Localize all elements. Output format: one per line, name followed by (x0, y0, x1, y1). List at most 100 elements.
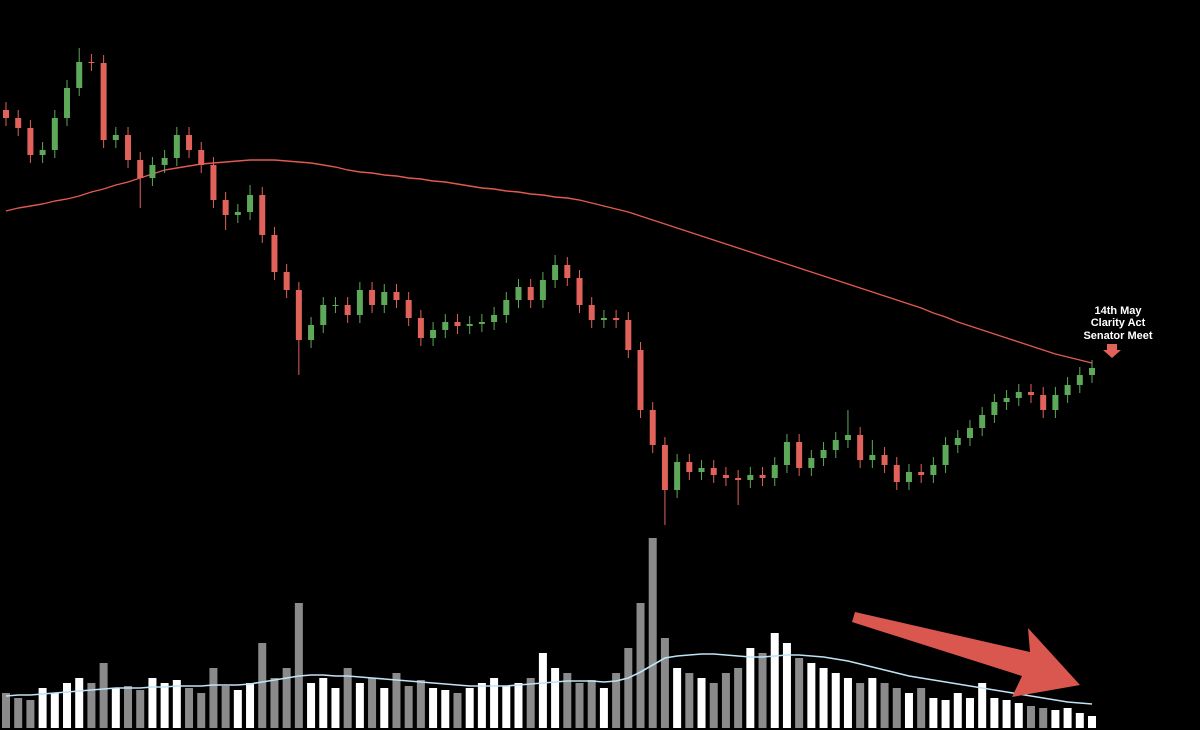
candle-body (527, 287, 534, 300)
candle-body (76, 62, 83, 88)
volume-bar (990, 698, 999, 728)
volume-bar (26, 700, 35, 728)
volume-bar (111, 688, 120, 728)
candle-body (186, 135, 193, 150)
candle-body (613, 318, 620, 320)
trend-arrow (852, 612, 1080, 697)
candle-body (1064, 385, 1071, 395)
volume-bar (1002, 700, 1011, 728)
volume-bar (246, 683, 255, 728)
volume-bar (477, 683, 486, 728)
candle-body (332, 305, 339, 306)
candle-body (966, 428, 973, 438)
volume-bar (453, 693, 462, 728)
candle-body (51, 118, 58, 150)
volume-bar (14, 698, 23, 728)
volume-bar (343, 668, 352, 728)
volume-bar (917, 688, 926, 728)
candle-body (844, 435, 851, 440)
volume-bar (1039, 708, 1048, 728)
candle-body (381, 292, 388, 305)
volume-bar (709, 683, 718, 728)
candle-body (674, 462, 681, 490)
candle-body (417, 318, 424, 338)
volume-bar (1063, 708, 1072, 728)
volume-bar (441, 690, 450, 728)
volume-bar (38, 688, 47, 728)
candle-body (100, 63, 107, 140)
candle-body (625, 320, 632, 350)
volume-bar (1026, 706, 1035, 728)
candle-body (661, 445, 668, 490)
volume-bar (819, 668, 828, 728)
candle-body (161, 158, 168, 165)
volume-bar (563, 673, 572, 728)
volume-bar (758, 653, 767, 728)
candle-body (954, 438, 961, 445)
volume-bar (148, 678, 157, 728)
volume-bar (892, 688, 901, 728)
volume-bar (575, 683, 584, 728)
volume-bar (648, 538, 657, 728)
candle-body (466, 324, 473, 326)
candle-body (698, 468, 705, 472)
candle-body (259, 195, 266, 235)
candle-body (686, 462, 693, 472)
candle-body (1089, 368, 1095, 375)
candle-body (125, 135, 132, 160)
candle-body (588, 305, 595, 320)
volume-bar (904, 693, 913, 728)
candle-body (149, 165, 156, 178)
candle-body (295, 290, 302, 340)
volume-bar (660, 638, 669, 728)
candle-body (247, 195, 254, 212)
volume-bar (233, 690, 242, 728)
candle-body (405, 300, 412, 318)
annotation: Clarity Act (1091, 317, 1146, 329)
candle-body (234, 212, 241, 215)
volume-bar (294, 603, 303, 728)
candle-body (64, 88, 71, 118)
candle-body (210, 165, 217, 200)
candle-body (515, 287, 522, 300)
volume-bar (429, 688, 438, 728)
candle-body (27, 128, 34, 155)
candle-body (393, 292, 400, 300)
volume-bar (551, 668, 560, 728)
annotation: Senator Meet (1083, 330, 1152, 342)
candle-body (1015, 392, 1022, 398)
volume-bar (75, 678, 84, 728)
volume-bar (746, 648, 755, 728)
candle-body (137, 160, 144, 178)
volume-bar (1075, 713, 1084, 728)
candle-body (857, 435, 864, 460)
candle-body (735, 478, 742, 480)
candle-body (1052, 395, 1059, 410)
volume-bar (490, 678, 499, 728)
candle-body (869, 455, 876, 460)
volume-bar (685, 673, 694, 728)
volume-bar (978, 683, 987, 728)
volume-bar (636, 603, 645, 728)
candle-body (1027, 392, 1034, 395)
volume-bar (319, 678, 328, 728)
volume-bar (392, 673, 401, 728)
candle-body (308, 325, 315, 340)
volume-bar (465, 688, 474, 728)
candle-body (576, 278, 583, 305)
volume-bar (929, 698, 938, 728)
volume-bar (856, 683, 865, 728)
volume-bar (953, 693, 962, 728)
volume-bar (172, 680, 181, 728)
candle-body (796, 442, 803, 468)
volume-bar (50, 693, 59, 728)
candle-body (1040, 395, 1047, 410)
volume-bar (514, 683, 523, 728)
volume-bar (270, 678, 279, 728)
candle-body (222, 200, 229, 215)
volume-bar (416, 680, 425, 728)
candle-body (832, 440, 839, 450)
volume-bar (795, 658, 804, 728)
candle-body (552, 265, 559, 280)
volume-bar (843, 678, 852, 728)
